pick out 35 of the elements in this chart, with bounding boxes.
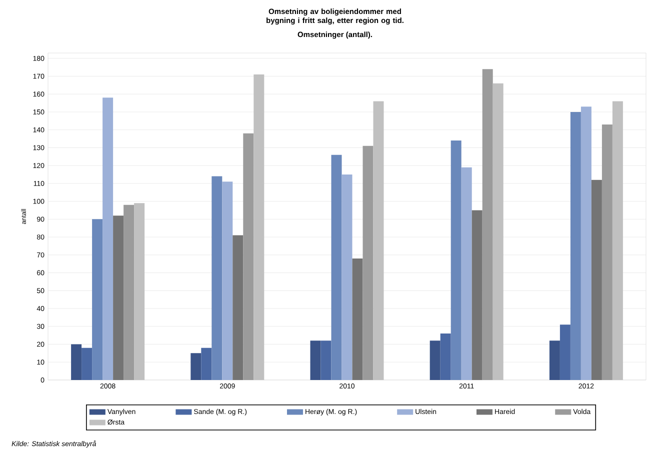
bar: [222, 182, 233, 380]
bar: [254, 74, 264, 380]
bar: [331, 154, 342, 380]
bar: [440, 334, 451, 380]
bar: [102, 98, 114, 380]
bar: [461, 167, 472, 380]
bar: [373, 101, 384, 380]
bar: [190, 353, 202, 380]
bar: [560, 324, 570, 380]
bar: [342, 174, 352, 380]
bar: [430, 340, 440, 380]
bar: [591, 180, 602, 380]
bar: [92, 219, 103, 380]
bar: [201, 348, 212, 380]
bar: [212, 176, 222, 380]
bar: [362, 146, 374, 380]
bar: [580, 106, 592, 380]
bar: [320, 340, 332, 380]
bar: [482, 69, 493, 380]
bar: [492, 83, 504, 380]
bar: [602, 124, 612, 380]
bar: [82, 348, 92, 380]
bar: [243, 133, 254, 380]
bar: [310, 340, 321, 380]
bar: [450, 140, 462, 380]
bar: [352, 258, 363, 380]
bar: [549, 340, 560, 380]
bar: [612, 101, 623, 380]
bar: [472, 210, 482, 380]
bar: [113, 216, 124, 380]
bar: [570, 112, 581, 380]
bar: [134, 203, 145, 380]
bar: [71, 344, 82, 380]
bar: [232, 235, 244, 380]
bar: [124, 204, 134, 380]
